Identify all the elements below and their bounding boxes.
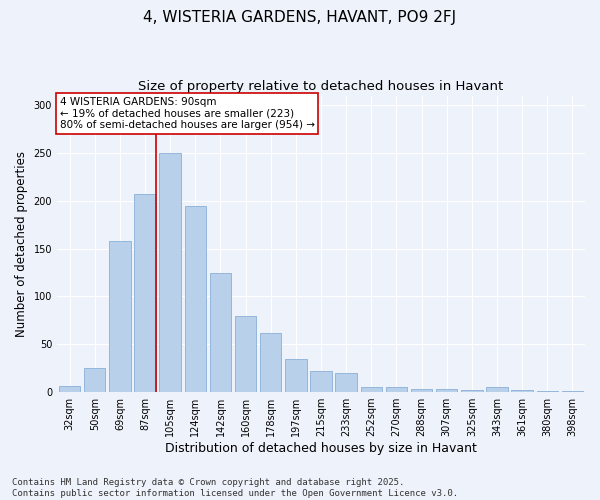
Y-axis label: Number of detached properties: Number of detached properties bbox=[15, 151, 28, 337]
Bar bbox=[562, 391, 583, 392]
Text: 4, WISTERIA GARDENS, HAVANT, PO9 2FJ: 4, WISTERIA GARDENS, HAVANT, PO9 2FJ bbox=[143, 10, 457, 25]
Bar bbox=[386, 388, 407, 392]
Bar bbox=[185, 206, 206, 392]
Bar bbox=[436, 389, 457, 392]
Bar bbox=[160, 153, 181, 392]
Bar bbox=[84, 368, 106, 392]
X-axis label: Distribution of detached houses by size in Havant: Distribution of detached houses by size … bbox=[165, 442, 477, 455]
Bar bbox=[59, 386, 80, 392]
Text: Contains HM Land Registry data © Crown copyright and database right 2025.
Contai: Contains HM Land Registry data © Crown c… bbox=[12, 478, 458, 498]
Bar bbox=[134, 194, 156, 392]
Bar bbox=[235, 316, 256, 392]
Text: 4 WISTERIA GARDENS: 90sqm
← 19% of detached houses are smaller (223)
80% of semi: 4 WISTERIA GARDENS: 90sqm ← 19% of detac… bbox=[59, 97, 314, 130]
Bar bbox=[335, 373, 357, 392]
Bar bbox=[109, 241, 131, 392]
Bar bbox=[210, 272, 231, 392]
Bar bbox=[461, 390, 482, 392]
Bar bbox=[487, 388, 508, 392]
Bar bbox=[411, 389, 432, 392]
Bar bbox=[511, 390, 533, 392]
Bar bbox=[285, 358, 307, 392]
Bar bbox=[536, 391, 558, 392]
Bar bbox=[361, 388, 382, 392]
Bar bbox=[310, 371, 332, 392]
Bar bbox=[260, 333, 281, 392]
Title: Size of property relative to detached houses in Havant: Size of property relative to detached ho… bbox=[139, 80, 503, 93]
